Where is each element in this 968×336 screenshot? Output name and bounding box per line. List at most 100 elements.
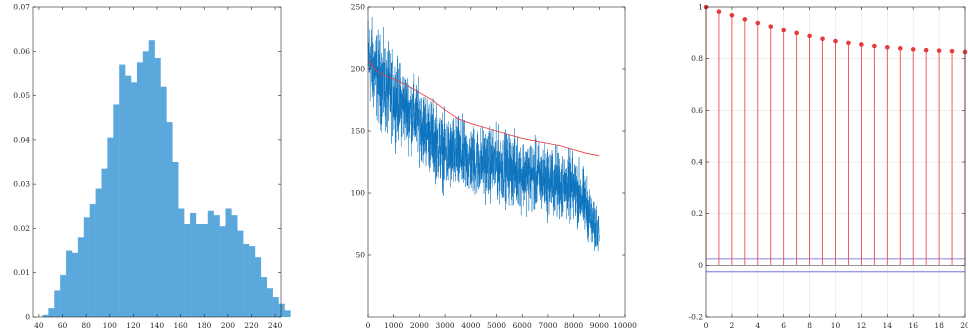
histogram-bar [101, 168, 108, 317]
x-tick-label: 3000 [436, 321, 455, 330]
x-tick-label: 0 [366, 321, 371, 330]
noisy-signal-line [367, 16, 600, 252]
x-tick-label: 160 [173, 321, 188, 330]
stem-marker [936, 48, 942, 53]
y-tick-label: -0.2 [689, 313, 704, 322]
histogram-bar [166, 122, 173, 318]
histogram-bar [125, 75, 132, 318]
stem-marker [910, 47, 916, 52]
histogram-bar [260, 277, 268, 317]
stem-marker [859, 42, 864, 47]
stem-marker [897, 46, 903, 51]
stem-marker [716, 9, 722, 14]
x-tick-label: 5000 [487, 321, 506, 330]
x-tick-label: 18 [934, 321, 944, 330]
y-tick-label: 0 [698, 261, 703, 270]
histogram-bar [154, 57, 161, 318]
y-tick-label: 0.8 [691, 54, 703, 63]
x-tick-label: 200 [221, 321, 236, 330]
histogram-bar [243, 243, 250, 317]
stem-marker [885, 45, 890, 50]
histogram-bar [89, 204, 96, 317]
histogram-bar [272, 297, 279, 317]
histogram-bar [213, 215, 220, 317]
y-tick-label: 1 [698, 3, 703, 12]
histogram-bar [77, 237, 84, 317]
x-tick-label: 2000 [410, 321, 429, 330]
histogram-bar [136, 62, 144, 317]
stem-marker [781, 27, 786, 33]
y-tick-label: 150 [351, 127, 366, 136]
stem-marker [768, 24, 774, 29]
x-tick-label: 8000 [564, 321, 583, 330]
x-tick-label: 60 [58, 321, 68, 330]
x-tick-label: 4 [755, 321, 760, 330]
histogram-bar [255, 257, 262, 317]
y-tick-label: 0.4 [691, 158, 703, 167]
stem-marker [923, 47, 929, 53]
y-tick-label: 100 [351, 189, 366, 198]
x-tick-label: 40 [34, 321, 44, 330]
stem-marker [872, 43, 877, 49]
y-tick-label: 0 [25, 313, 30, 322]
x-tick-label: 120 [126, 321, 141, 330]
x-tick-label: 14 [883, 321, 893, 330]
histogram-bar [284, 310, 291, 317]
x-tick-label: 6000 [513, 321, 532, 330]
y-tick-label: 0.03 [13, 180, 30, 189]
stem-marker [807, 33, 812, 39]
histogram-bar [231, 215, 238, 317]
x-tick-label: 7000 [538, 321, 557, 330]
x-tick-label: 2 [730, 321, 735, 330]
histogram-bar [148, 40, 155, 317]
stem-marker [794, 30, 799, 36]
histogram-bar [54, 290, 61, 317]
x-tick-label: 80 [81, 321, 91, 330]
autocorrelation-stem-panel: 0 2 4 6 8 10 12 14 16 18 20-0.200.20.40.60.81 [689, 3, 968, 331]
x-tick-label: 8 [807, 321, 812, 330]
stem-marker [820, 36, 825, 42]
histogram-bar [195, 224, 203, 317]
histogram-bar [266, 288, 273, 317]
stem-marker [846, 40, 851, 46]
histogram-bar [178, 208, 185, 317]
y-tick-label: 0.05 [13, 91, 30, 100]
y-tick-label: 0.06 [13, 47, 30, 56]
smooth-trend-line [367, 60, 600, 157]
y-tick-label: 0.07 [13, 3, 30, 12]
stem-marker [755, 20, 761, 26]
histogram-bar [219, 226, 226, 317]
histogram-bar [66, 250, 73, 317]
histogram-bar [119, 64, 126, 317]
histogram-bar [131, 82, 138, 318]
histogram-panel: 40 60 80 100 120 140 160 180 200 220 240 0 0.01 0.02 0… [13, 3, 291, 330]
y-tick-label: 0.2 [691, 209, 703, 218]
y-tick-label: 0.02 [13, 224, 30, 233]
histogram-bar [71, 252, 79, 317]
histogram-bar [190, 212, 197, 317]
x-tick-label: 140 [150, 321, 165, 330]
histogram-bar [172, 162, 179, 317]
x-tick-label: 220 [244, 321, 259, 330]
stem-marker [729, 12, 735, 18]
x-tick-label: 180 [197, 321, 212, 330]
x-tick-label: 9000 [590, 321, 609, 330]
x-tick-label: 100 [103, 321, 118, 330]
y-tick-label: 0.6 [691, 106, 703, 115]
histogram-bar [83, 217, 90, 317]
y-tick-label: 250 [351, 3, 366, 12]
y-tick-label: 0.01 [13, 268, 30, 277]
x-tick-label: 10000 [613, 321, 637, 330]
histogram-bar [48, 308, 55, 317]
histogram-bar [160, 86, 167, 317]
x-tick-label: 16 [908, 321, 918, 330]
histogram-bar [184, 224, 191, 317]
histogram-bar [95, 188, 102, 317]
x-tick-label: 1000 [384, 321, 403, 330]
stem-marker [742, 17, 748, 22]
histogram-bar [278, 303, 285, 317]
y-tick-label: 0.04 [13, 135, 30, 144]
x-tick-label: 10 [831, 321, 841, 330]
x-tick-label: 0 [704, 321, 709, 330]
